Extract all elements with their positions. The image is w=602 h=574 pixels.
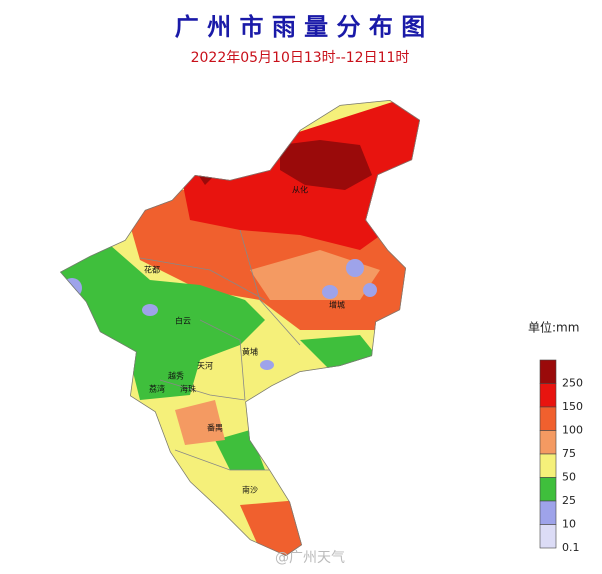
legend-label: 50 [562,471,576,484]
legend-swatch [539,359,557,384]
fill-blue [260,360,274,370]
district-label: 天河 [197,361,213,371]
district-label: 番禺 [207,423,223,433]
fill-blue [363,283,377,297]
watermark: @广州天气 [275,550,345,566]
legend-swatch [539,430,557,455]
district-label: 花都 [144,265,160,275]
subtitle: 2022年05月10日13时--12日11时 [191,50,410,66]
legend-label: 150 [562,400,583,413]
legend-unit: 单位:mm [528,320,579,335]
legend-swatch [539,453,557,478]
fill-orange-south [175,400,225,445]
district-label: 黄埔 [242,347,258,357]
legend-label: 250 [562,377,583,390]
legend-swatch [539,406,557,431]
district-label: 南沙 [242,485,258,495]
fill-light-orange [250,250,380,300]
fill-blue [62,278,82,298]
legend-label: 75 [562,447,576,460]
district-label: 海珠 [180,384,196,394]
legend-label: 100 [562,424,583,437]
legend-label: 0.1 [562,541,580,554]
district-border [139,229,301,471]
district-label: 增城 [329,300,345,310]
fill-dark-red [280,140,372,190]
fill-blue [142,304,158,316]
legend-label: 25 [562,494,576,507]
fill-blue [346,259,364,277]
district-label: 越秀 [168,371,184,381]
fill-orange-tip [240,500,305,556]
legend-swatch [539,524,557,549]
district-label: 白云 [175,316,191,326]
legend-swatch [539,500,557,525]
district-label: 荔湾 [149,384,165,394]
legend-label: 10 [562,518,576,531]
fill-blue [322,285,338,299]
legend-swatch [539,477,557,502]
legend-swatch [539,383,557,408]
title: 广 州 市 雨 量 分 布 图 [175,13,426,41]
district-label: 从化 [292,185,308,195]
rain-fill [60,100,420,556]
fill-green-west [60,245,265,400]
